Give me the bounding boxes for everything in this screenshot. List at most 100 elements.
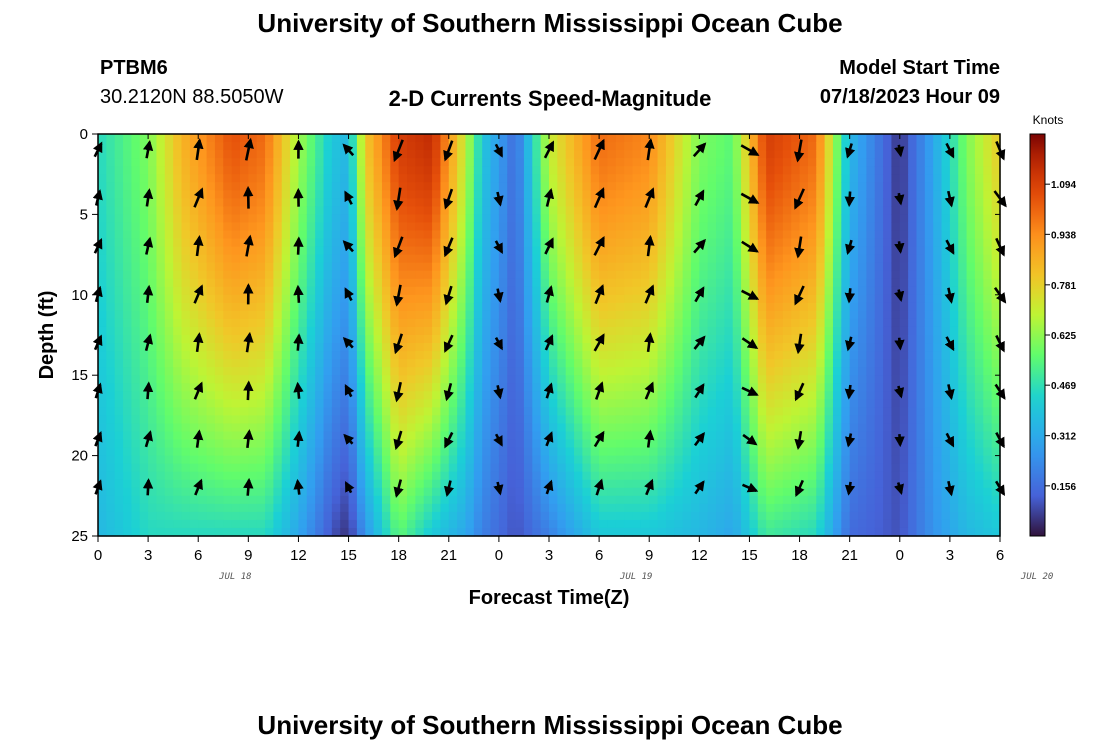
heatmap-cell [574, 262, 584, 272]
heatmap-cell [782, 503, 792, 513]
heatmap-cell [632, 375, 642, 384]
heatmap-cell [440, 519, 450, 529]
heatmap-cell [331, 487, 341, 497]
heatmap-cell [557, 455, 567, 465]
heatmap-cell [690, 503, 700, 513]
heatmap-cell [699, 351, 709, 360]
heatmap-cell [716, 351, 725, 360]
heatmap-cell [290, 174, 300, 183]
heatmap-cell [841, 182, 851, 191]
heatmap-cell [398, 375, 408, 384]
heatmap-cell [749, 471, 759, 481]
heatmap-cell [465, 455, 475, 465]
heatmap-cell [690, 527, 700, 537]
heatmap-cell [599, 318, 609, 328]
heatmap-cell [724, 238, 734, 248]
heatmap-cell [632, 383, 642, 392]
heatmap-cell [832, 455, 842, 465]
heatmap-cell [131, 286, 141, 296]
heatmap-cell [173, 447, 183, 457]
heatmap-cell [206, 326, 216, 336]
heatmap-cell [189, 182, 199, 191]
heatmap-cell [515, 399, 525, 408]
heatmap-cell [415, 519, 425, 529]
heatmap-cell [131, 166, 141, 175]
heatmap-cell [306, 455, 316, 465]
heatmap-cell [373, 230, 383, 240]
heatmap-cell [148, 503, 158, 513]
heatmap-cell [716, 142, 725, 151]
heatmap-cell [532, 455, 542, 465]
heatmap-cell [883, 359, 893, 368]
heatmap-cell [615, 174, 625, 183]
heatmap-cell [891, 471, 901, 481]
heatmap-cell [891, 182, 901, 191]
heatmap-cell [732, 495, 742, 505]
heatmap-cell [248, 262, 258, 272]
heatmap-cell [315, 134, 325, 143]
heatmap-cell [841, 479, 851, 489]
heatmap-cell [265, 302, 274, 312]
heatmap-cell [665, 270, 675, 280]
heatmap-cell [331, 511, 341, 521]
heatmap-cell [432, 198, 442, 207]
heatmap-cell [206, 479, 216, 489]
heatmap-cell [231, 447, 241, 457]
heatmap-cell [106, 447, 116, 457]
heatmap-cell [298, 471, 308, 481]
heatmap-cell [348, 190, 358, 199]
heatmap-cell [223, 182, 233, 191]
heatmap-cell [807, 391, 817, 400]
heatmap-cell [323, 134, 333, 143]
heatmap-cell [741, 286, 751, 296]
heatmap-cell [273, 326, 283, 336]
heatmap-cell [298, 174, 308, 183]
heatmap-cell [223, 246, 233, 256]
heatmap-cell [290, 302, 300, 312]
heatmap-cell [457, 455, 467, 465]
heatmap-cell [749, 158, 759, 167]
heatmap-cell [148, 326, 158, 336]
heatmap-cell [415, 254, 425, 264]
heatmap-cell [540, 471, 550, 481]
heatmap-cell [523, 343, 533, 352]
heatmap-cell [223, 463, 233, 473]
heatmap-cell [273, 359, 283, 368]
heatmap-cell [139, 206, 149, 215]
heatmap-cell [807, 326, 817, 336]
heatmap-cell [707, 262, 717, 272]
heatmap-cell [323, 318, 333, 328]
heatmap-cell [223, 142, 233, 151]
heatmap-cell [523, 455, 533, 465]
heatmap-cell [858, 359, 867, 368]
heatmap-cell [248, 471, 258, 481]
heatmap-cell [223, 158, 233, 167]
heatmap-cell [473, 375, 483, 384]
heatmap-cell [832, 246, 842, 256]
heatmap-cell [432, 238, 442, 248]
heatmap-cell [523, 262, 533, 272]
heatmap-cell [807, 158, 817, 167]
heatmap-cell [507, 166, 517, 175]
heatmap-cell [281, 134, 291, 143]
heatmap-cell [448, 383, 458, 392]
heatmap-cell [432, 262, 442, 272]
heatmap-cell [799, 423, 809, 433]
heatmap-cell [557, 527, 567, 537]
heatmap-cell [883, 439, 893, 449]
heatmap-cell [799, 415, 809, 425]
heatmap-cell [832, 270, 842, 280]
heatmap-cell [148, 375, 158, 384]
heatmap-cell [482, 511, 492, 521]
heatmap-cell [849, 262, 859, 272]
heatmap-cell [749, 431, 759, 441]
heatmap-cell [490, 503, 500, 513]
heatmap-cell [816, 142, 826, 151]
heatmap-cell [891, 447, 901, 457]
heatmap-cell [640, 182, 650, 191]
heatmap-cell [858, 198, 867, 207]
heatmap-cell [908, 479, 918, 489]
heatmap-cell [315, 286, 325, 296]
heatmap-cell [290, 318, 300, 328]
heatmap-cell [549, 294, 558, 304]
